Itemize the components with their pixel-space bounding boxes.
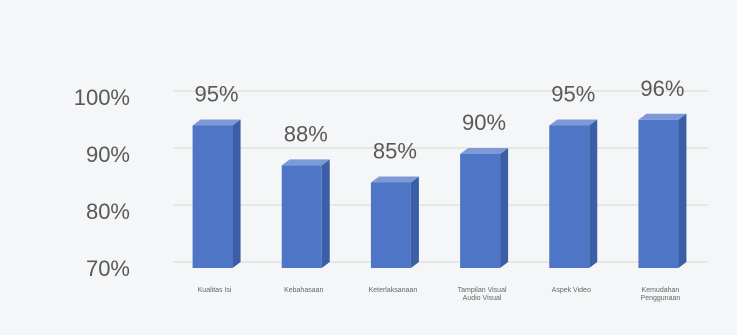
x-tick-label: Keterlaksanaan <box>369 287 418 294</box>
bar-top <box>460 148 509 154</box>
data-label: 95% <box>551 82 595 107</box>
bar-side <box>500 148 509 268</box>
bar <box>281 159 330 268</box>
data-label: 95% <box>195 82 239 107</box>
x-tick-label: Kualitas Isi <box>198 287 232 294</box>
bars <box>192 113 687 268</box>
x-tick-label: Aspek Video <box>552 287 591 294</box>
data-label: 96% <box>640 76 684 101</box>
bar <box>460 148 509 268</box>
bar-front <box>638 119 679 268</box>
bar-side <box>232 119 241 268</box>
x-tick-label: Tampilan Visual Audio Visual <box>458 287 507 302</box>
data-labels: 95% 88% 85% 90% 95% 96% <box>195 76 685 164</box>
data-label: 90% <box>462 110 506 135</box>
x-tick-label: Kemudahan Penggunaan <box>641 287 681 302</box>
bar-side <box>678 113 687 268</box>
bar <box>638 113 687 268</box>
bar-side <box>321 159 330 268</box>
bar-top <box>281 159 330 166</box>
bar-top <box>370 176 419 183</box>
bar <box>370 176 419 268</box>
bar-front <box>281 165 322 268</box>
bar-top <box>549 119 598 126</box>
data-label: 88% <box>284 121 328 146</box>
bar <box>549 119 598 268</box>
bar-top <box>638 113 687 120</box>
y-tick-label: 70% <box>86 256 130 281</box>
y-tick-label: 80% <box>86 199 130 224</box>
data-label: 85% <box>373 139 417 164</box>
bar-top <box>192 119 241 126</box>
bar-front <box>460 154 501 268</box>
bar-front <box>192 125 233 268</box>
y-axis-tick-labels: 70% 80% 90% 100% <box>74 85 130 281</box>
bar-front <box>549 125 590 268</box>
bar-side <box>410 176 419 268</box>
x-axis-tick-labels: Kualitas Isi Kebahasaan Keterlaksanaan Tamp… <box>198 287 681 302</box>
bar-side <box>589 119 598 268</box>
bar-front <box>370 182 411 268</box>
x-tick-label: Kebahasaan <box>284 287 323 294</box>
bar <box>192 119 241 268</box>
y-tick-label: 90% <box>86 142 130 167</box>
y-tick-label: 100% <box>74 85 130 110</box>
gridlines <box>173 90 708 263</box>
